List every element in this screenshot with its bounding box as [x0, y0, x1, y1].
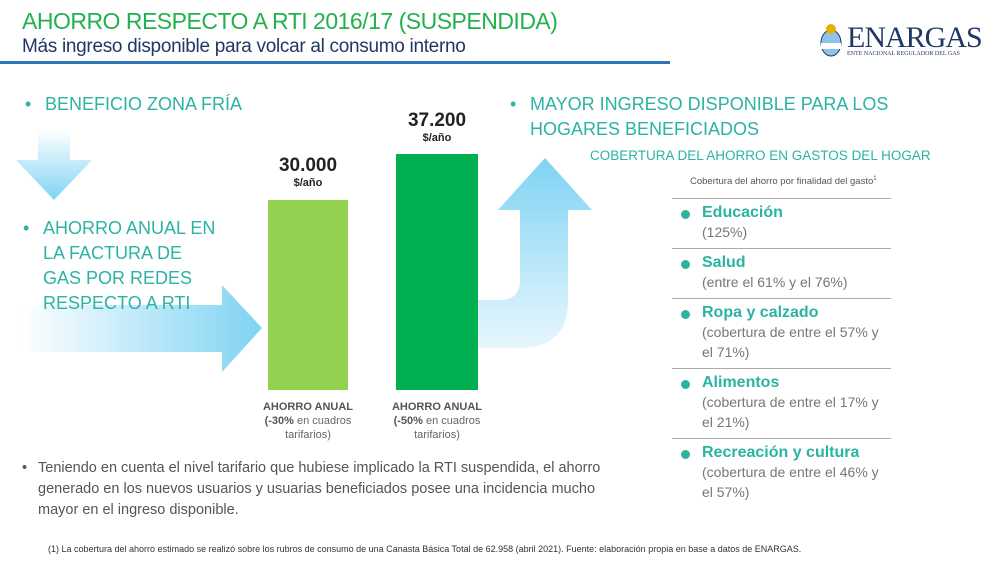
logo-subtitle: ENTE NACIONAL REGULADOR DEL GAS: [847, 51, 960, 57]
right-arrow-icon: [20, 285, 262, 372]
bar-value-2: 37.200 $/año: [407, 110, 467, 144]
coverage-item: Salud (entre el 61% y el 76%): [672, 248, 891, 298]
bullet-icon: [681, 380, 690, 389]
page-title: AHORRO RESPECTO A RTI 2016/17 (SUSPENDID…: [22, 8, 558, 34]
bar-value-1: 30.000 $/año: [278, 155, 338, 189]
bullet-icon: [681, 310, 690, 319]
footnote: (1) La cobertura del ahorro estimado se …: [48, 544, 802, 554]
page-subtitle: Más ingreso disponible para volcar al co…: [22, 36, 466, 57]
coat-of-arms-icon: [820, 24, 842, 57]
bullet-icon: [681, 450, 690, 459]
coverage-item: Recreación y cultura (cobertura de entre …: [672, 438, 891, 508]
bullet-icon: [681, 260, 690, 269]
enargas-logo: ENARGAS ENTE NACIONAL REGULADOR DEL GAS: [818, 21, 983, 60]
bar-37200: [396, 154, 478, 390]
header-divider: [0, 61, 670, 64]
bar-label-1: AHORRO ANUAL (-30% en cuadros tarifarios): [262, 401, 354, 441]
down-arrow-icon: [16, 130, 92, 200]
coverage-heading: COBERTURA DEL AHORRO EN GASTOS DEL HOGAR: [590, 148, 931, 163]
coverage-list: Educación (125%) Salud (entre el 61% y el …: [672, 198, 891, 508]
bullet-beneficio: • BENEFICIO ZONA FRÍA: [25, 94, 243, 114]
note-text: • Teniendo en cuenta el nivel tarifario q…: [22, 460, 601, 518]
coverage-item: Educación (125%): [672, 198, 891, 248]
bullet-mayor-ingreso: • MAYOR INGRESO DISPONIBLE PARA LOS HOGAR…: [510, 94, 889, 139]
bullet-icon: [681, 210, 690, 219]
coverage-item: Ropa y calzado (cobertura de entre el 57%…: [672, 298, 891, 368]
bar-30000: [268, 200, 348, 390]
coverage-item: Alimentos (cobertura de entre el 17% y el…: [672, 368, 891, 438]
logo-name: ENARGAS: [847, 21, 983, 54]
bullet-ahorro: • AHORRO ANUAL EN LA FACTURA DE GAS POR R…: [23, 218, 216, 313]
up-arrow-icon: [478, 158, 592, 348]
bar-label-2: AHORRO ANUAL (-50% en cuadros tarifarios): [391, 401, 483, 441]
coverage-caption: Cobertura del ahorro por finalidad del g…: [690, 176, 877, 188]
